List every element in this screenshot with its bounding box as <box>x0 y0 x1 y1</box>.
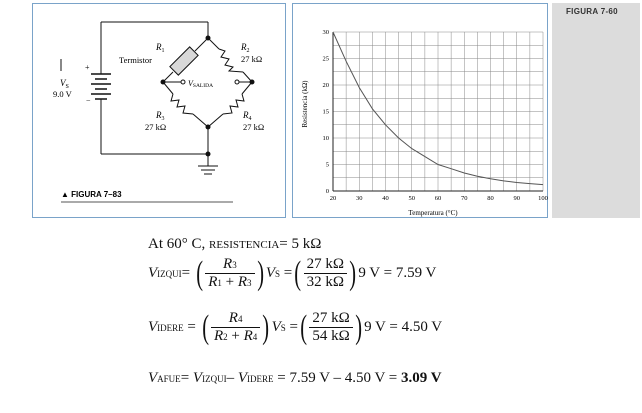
y-tick-label: 15 <box>323 109 330 116</box>
calculation-block: At 60° C, RESISTENCIA= 5 kΩ VIZQUI= (R3 R… <box>148 236 618 406</box>
battery-plus: + <box>85 63 90 72</box>
vout-label: VSALIDA <box>188 79 213 89</box>
node-right <box>249 79 255 85</box>
resistor-r2-icon <box>218 48 244 73</box>
figure-tag: FIGURA 7-60 <box>566 7 618 16</box>
x-tick-label: 80 <box>487 195 494 202</box>
x-tick-label: 20 <box>330 195 337 202</box>
figure-caption: ▲ FIGURA 7–83 <box>61 190 122 199</box>
node-bottom <box>205 124 211 130</box>
x-tick-label: 70 <box>461 195 468 202</box>
y-axis-label: Resistencia (kΩ) <box>301 80 309 128</box>
y-tick-label: 0 <box>326 188 329 195</box>
chart-panel: 20 30 40 50 60 70 80 90 100 0 5 10 15 20 25 30 Tempera… <box>292 3 548 218</box>
calc-line-4: VAFUE= VIZQUI– VIDERE = 7.59 V – 4.50 V … <box>148 370 442 386</box>
y-tick-label: 5 <box>326 162 329 169</box>
vout-terminal-left <box>180 79 186 85</box>
calc-line-3: VIDERE = (R4 R2 + R4) VS =(27 kΩ 54 kΩ) 9 V … <box>148 308 443 346</box>
node-top <box>205 35 211 41</box>
x-tick-label: 40 <box>382 195 389 202</box>
x-axis-label: Temperatura (°C) <box>408 209 458 217</box>
circuit-panel: R1 Termistor R2 27 kΩ + − VS 9.0 V VSALI… <box>32 3 286 218</box>
series-line-termistor <box>332 31 544 186</box>
r4-label: R4 <box>242 110 252 122</box>
x-tick-label: 90 <box>514 195 521 202</box>
wire-r4-b <box>207 113 224 128</box>
r2-label: R2 <box>240 42 250 54</box>
bridge-circuit-diagram: R1 Termistor R2 27 kΩ + − VS 9.0 V VSALI… <box>53 21 264 203</box>
wire-r4-a <box>241 81 253 95</box>
r3-label: R3 <box>155 110 165 122</box>
y-tick-label: 25 <box>323 56 330 63</box>
battery-icon <box>91 73 111 102</box>
node-left <box>160 79 166 85</box>
x-tick-label: 30 <box>356 195 363 202</box>
ground-icon <box>198 165 218 175</box>
r3-value: 27 kΩ <box>145 122 166 132</box>
figure-tag-strip <box>552 3 640 218</box>
wire-r1-a <box>194 37 209 52</box>
calc-line-2: VIZQUI= (R3 R1 + R3) VS =(27 kΩ 32 kΩ) 9 V =… <box>148 254 437 292</box>
calc-line-1: At 60° C, RESISTENCIA= 5 kΩ <box>148 236 322 252</box>
r2-value: 27 kΩ <box>241 54 262 64</box>
thermistor-label: Termistor <box>119 55 152 65</box>
resistance-temperature-chart: 20 30 40 50 60 70 80 90 100 0 5 10 15 20 25 30 Tempera… <box>301 29 548 217</box>
vs-label: VS <box>60 78 69 90</box>
vs-value: 9.0 V <box>53 89 73 99</box>
resistor-r4-icon <box>222 93 245 115</box>
x-tick-label: 50 <box>409 195 416 202</box>
resistor-r3-icon <box>170 93 194 115</box>
battery-minus: − <box>86 96 91 105</box>
chart-axes <box>332 32 543 192</box>
x-tick-labels: 20 30 40 50 60 70 80 90 100 <box>330 195 548 202</box>
y-tick-label: 30 <box>323 29 330 36</box>
chart-grid <box>332 31 544 192</box>
thermistor-icon <box>169 46 199 76</box>
x-tick-label: 60 <box>435 195 442 202</box>
r1-label: R1 <box>155 42 165 54</box>
node-ground <box>205 151 211 157</box>
x-tick-label: 100 <box>538 195 548 202</box>
wire-r3-a <box>162 81 174 95</box>
r4-value: 27 kΩ <box>243 122 264 132</box>
y-tick-label: 20 <box>323 82 330 89</box>
y-tick-label: 10 <box>323 135 330 142</box>
y-tick-labels: 0 5 10 15 20 25 30 <box>323 29 330 195</box>
wire-r3-b <box>192 113 209 128</box>
wire-r2-a <box>207 37 220 50</box>
vout-terminal-right <box>234 79 240 85</box>
